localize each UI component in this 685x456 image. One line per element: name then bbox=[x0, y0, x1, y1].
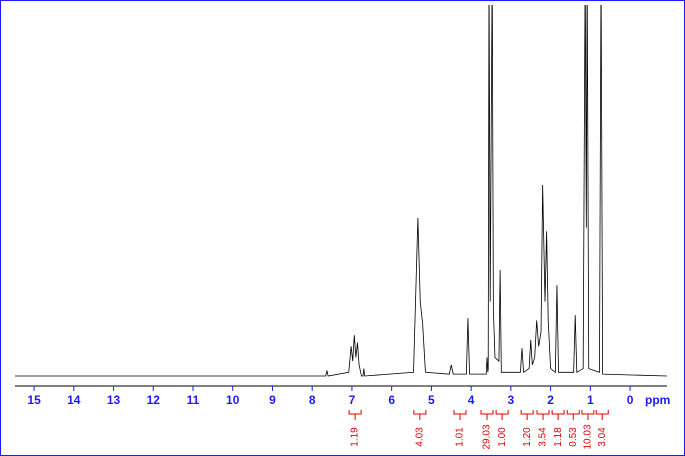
integral-bracket bbox=[520, 410, 534, 420]
x-tick-label: 13 bbox=[107, 393, 121, 407]
x-tick-label: 4 bbox=[468, 393, 475, 407]
x-tick-label: 11 bbox=[187, 393, 200, 407]
x-tick-label: 2 bbox=[547, 393, 554, 407]
integral-bracket bbox=[348, 410, 362, 420]
integral-label: 29.03 bbox=[482, 424, 493, 449]
integral-label: 0.53 bbox=[568, 427, 579, 447]
integral-label: 1.01 bbox=[455, 427, 466, 447]
x-tick-label: 10 bbox=[226, 393, 240, 407]
integral-label: 1.00 bbox=[497, 427, 508, 447]
x-axis-label: ppm bbox=[645, 393, 670, 407]
integral-label: 1.19 bbox=[350, 427, 361, 447]
integral-bracket bbox=[536, 410, 550, 420]
x-tick-label: 1 bbox=[587, 393, 594, 407]
integral-bracket bbox=[595, 410, 609, 420]
x-tick-label: 9 bbox=[269, 393, 276, 407]
integral-label: 3.54 bbox=[538, 427, 549, 447]
x-tick-label: 8 bbox=[309, 393, 316, 407]
integral-bracket bbox=[581, 410, 595, 420]
integral-label: 10.03 bbox=[583, 424, 594, 449]
x-tick-label: 3 bbox=[508, 393, 515, 407]
integral-bracket bbox=[480, 410, 494, 420]
x-tick-label: 14 bbox=[67, 393, 81, 407]
plot-area bbox=[15, 5, 667, 377]
integral-label: 4.03 bbox=[415, 427, 426, 447]
spectrum-line bbox=[15, 5, 667, 377]
integral-label: 1.18 bbox=[553, 427, 564, 447]
x-tick-label: 7 bbox=[349, 393, 356, 407]
integral-bracket bbox=[453, 410, 467, 420]
integral-bracket bbox=[551, 410, 565, 420]
integral-bracket bbox=[495, 410, 509, 420]
integral-label: 3.04 bbox=[597, 427, 608, 447]
integral-bracket bbox=[566, 410, 580, 420]
x-tick-label: 6 bbox=[388, 393, 395, 407]
x-tick-label: 5 bbox=[428, 393, 435, 407]
x-tick-label: 15 bbox=[27, 393, 41, 407]
x-tick-label: 12 bbox=[147, 393, 161, 407]
integral-label: 1.20 bbox=[522, 427, 533, 447]
x-tick-label: 0 bbox=[627, 393, 634, 407]
integral-bracket bbox=[413, 410, 427, 420]
